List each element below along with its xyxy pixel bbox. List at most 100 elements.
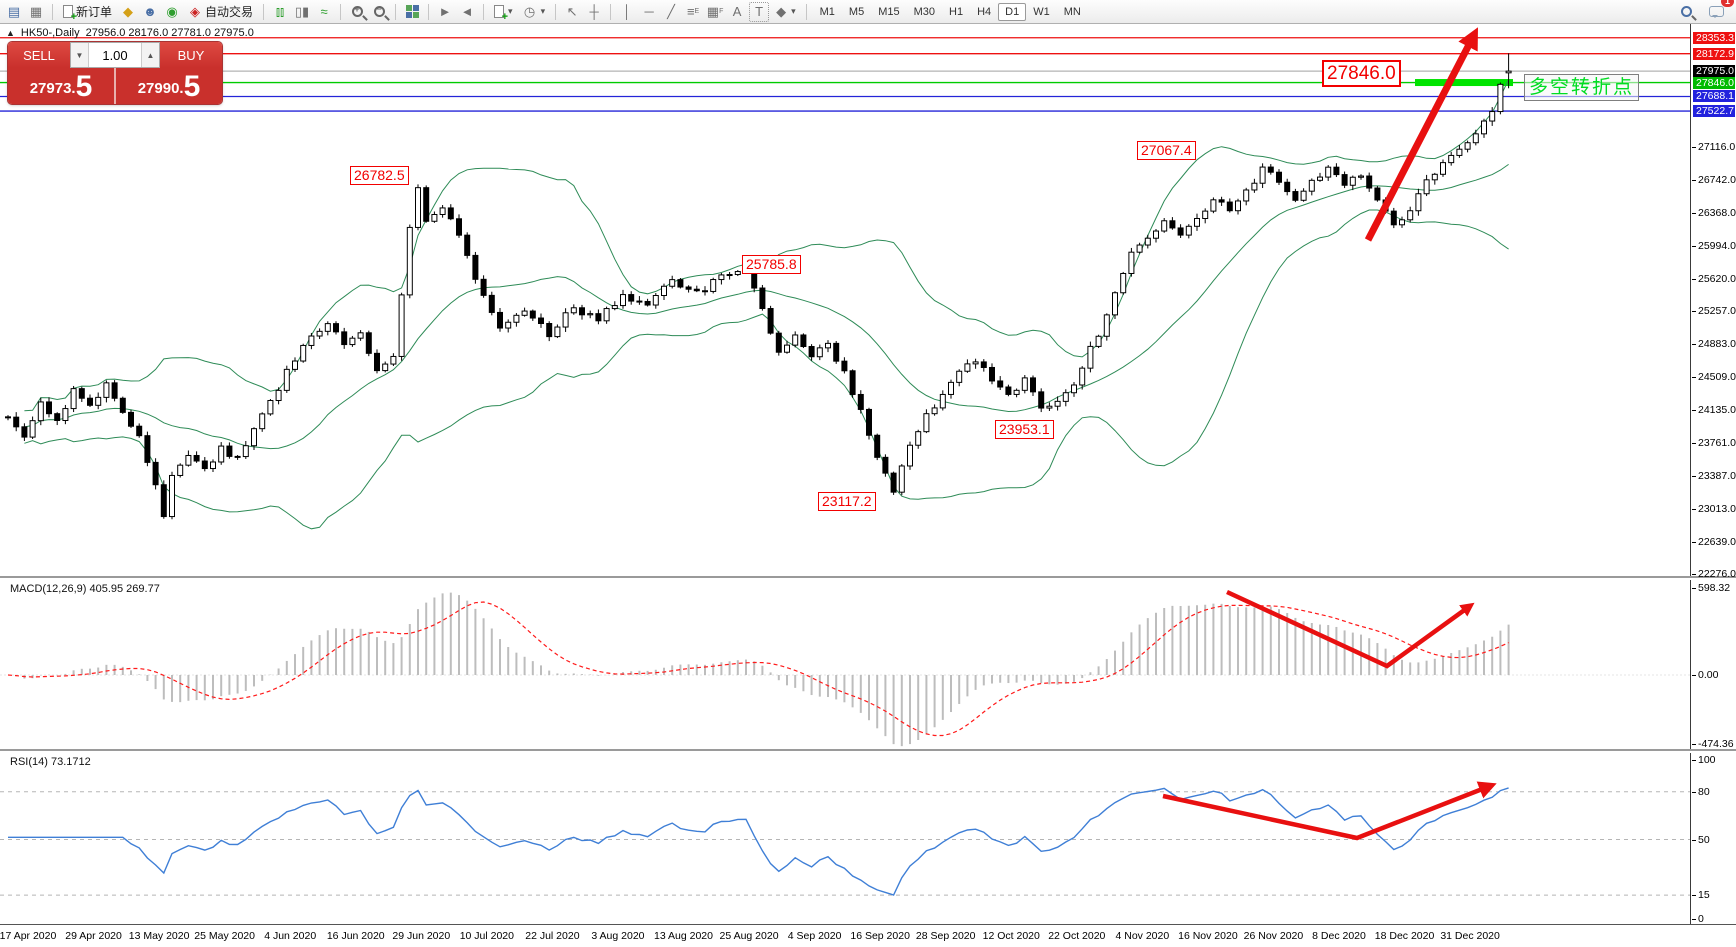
- date-label: 4 Jun 2020: [264, 930, 317, 942]
- new-order-icon: [63, 5, 77, 23]
- macd-canvas[interactable]: [0, 580, 1690, 751]
- shapes-icon: ◆: [776, 3, 787, 19]
- rsi-pane[interactable]: RSI(14) 73.1712 100 80 50 15 0: [0, 753, 1736, 925]
- rsi-line: [8, 787, 1509, 896]
- label-icon[interactable]: T: [749, 1, 770, 22]
- navigator-icon[interactable]: ▦: [29, 3, 43, 19]
- date-label: 29 Apr 2020: [65, 930, 122, 942]
- market-watch-icon[interactable]: ▤: [7, 3, 21, 19]
- profiles-icon: ◷: [523, 3, 536, 19]
- tile-windows-icon[interactable]: [402, 2, 422, 22]
- price-chart-canvas[interactable]: [0, 24, 1690, 578]
- new-chart-button[interactable]: ▾: [490, 2, 517, 23]
- volume-value[interactable]: 1.00: [102, 47, 128, 63]
- macd-pane[interactable]: MACD(12,26,9) 405.95 269.77 598.32 0.00 -4…: [0, 580, 1736, 751]
- timeframe-button-h4[interactable]: H4: [977, 5, 992, 18]
- timeframe-button-d1[interactable]: D1: [998, 2, 1027, 21]
- price-line-label: 27975.0: [1693, 65, 1735, 78]
- candles: [5, 53, 1512, 520]
- bollinger-lower-band: [24, 209, 1509, 530]
- notification-badge: 1: [1720, 0, 1734, 7]
- date-label: 13 Aug 2020: [654, 930, 713, 942]
- macd-histogram: [15, 592, 1510, 747]
- signal-icon[interactable]: ◉: [166, 3, 178, 19]
- timeframe-button-m5[interactable]: M5: [848, 5, 865, 18]
- terminal-icon[interactable]: ☻: [143, 4, 157, 19]
- auto-trading-icon: ◈: [190, 3, 201, 19]
- profiles-button[interactable]: ◷ ▾: [519, 2, 550, 22]
- timeframe-group: M1 M5 M15 M30 H1 H4 D1 W1 MN: [813, 2, 1088, 21]
- trend-arrow-main[interactable]: [1364, 27, 1478, 242]
- volume-increase-button[interactable]: ▲: [141, 43, 159, 67]
- main-chart-pane[interactable]: ▲ HK50-,Daily 27956.0 28176.0 27781.0 27…: [0, 24, 1736, 580]
- price-annotation-box[interactable]: 26782.5: [350, 166, 409, 185]
- price-annotation-box[interactable]: 23953.1: [995, 420, 1054, 439]
- price-tick: 22639.0: [1692, 536, 1736, 549]
- zoom-in-icon[interactable]: +: [347, 2, 367, 22]
- search-icon[interactable]: [1676, 2, 1696, 22]
- chart-shift-icon[interactable]: ◄: [460, 4, 474, 19]
- text-icon[interactable]: A: [732, 4, 742, 19]
- fibonacci-icon[interactable]: ≡ E: [686, 4, 700, 19]
- thick-support-segment[interactable]: [1415, 79, 1513, 87]
- turning-point-label[interactable]: 多空转折点: [1524, 74, 1640, 101]
- line-chart-icon[interactable]: ≈: [320, 4, 328, 19]
- crosshair-icon[interactable]: ┼: [589, 4, 599, 19]
- price-line-label: 28172.9: [1693, 47, 1735, 60]
- ohlc-values: 27956.0 28176.0 27781.0 27975.0: [85, 27, 254, 39]
- trendline-icon[interactable]: ╱: [667, 3, 675, 19]
- price-annotation-box[interactable]: 27067.4: [1137, 141, 1196, 160]
- volume-decrease-button[interactable]: ▼: [71, 43, 89, 67]
- price-line-label: 27846.0: [1693, 76, 1735, 89]
- trend-arrow-rsi[interactable]: [1162, 781, 1497, 841]
- chat-icon[interactable]: 1: [1706, 0, 1734, 22]
- vertical-line-icon[interactable]: │: [623, 4, 632, 19]
- separator: [428, 3, 430, 20]
- separator: [555, 3, 557, 20]
- auto-trading-button[interactable]: ◈ 自动交易: [184, 2, 257, 22]
- buy-button[interactable]: BUY: [160, 42, 222, 68]
- candlestick-chart-icon[interactable]: ▯▮: [294, 3, 310, 19]
- rsi-label: RSI(14) 73.1712: [10, 756, 91, 768]
- price-tick: 24135.0: [1692, 404, 1736, 417]
- timeframe-button-m15[interactable]: M15: [878, 5, 900, 18]
- new-order-button[interactable]: 新订单: [59, 2, 116, 23]
- shapes-button[interactable]: ◆ ▾: [771, 2, 800, 22]
- rsi-canvas[interactable]: [0, 753, 1690, 925]
- price-tick: 23761.0: [1692, 437, 1736, 450]
- separator: [805, 3, 807, 20]
- sell-price[interactable]: 27973. 5: [8, 68, 116, 104]
- main-price-axis[interactable]: 27116.0 26742.0 26368.0 25994.0 25620.0 25257…: [1690, 24, 1736, 580]
- price-line-label: 28353.3: [1693, 31, 1735, 44]
- price-tick: 24883.0: [1692, 338, 1736, 351]
- date-axis[interactable]: 17 Apr 2020 29 Apr 2020 13 May 2020 25 May …: [0, 925, 1736, 947]
- timeframe-button-mn[interactable]: MN: [1063, 5, 1081, 18]
- timeframe-button-h1[interactable]: H1: [949, 5, 964, 18]
- chart-header: ▲ HK50-,Daily 27956.0 28176.0 27781.0 27…: [6, 27, 254, 39]
- cursor-icon[interactable]: ↖: [566, 3, 578, 19]
- price-tick: 25620.0: [1692, 273, 1736, 286]
- bar-chart-icon[interactable]: ⫾⫾: [275, 3, 285, 19]
- history-center-icon[interactable]: ◆: [123, 3, 134, 19]
- price-annotation-box[interactable]: 27846.0: [1322, 60, 1401, 87]
- price-annotation-box[interactable]: 25785.8: [742, 255, 801, 274]
- price-annotation-box[interactable]: 23117.2: [818, 492, 876, 511]
- rsi-scale-tick: 15: [1692, 889, 1710, 902]
- grid-icon[interactable]: ▦ F: [706, 3, 724, 19]
- timeframe-button-w1[interactable]: W1: [1033, 5, 1050, 18]
- timeframe-button-m30[interactable]: M30: [913, 5, 935, 18]
- trend-arrow-macd[interactable]: [1226, 589, 1475, 669]
- date-label: 8 Dec 2020: [1312, 930, 1366, 942]
- sell-button[interactable]: SELL: [8, 42, 70, 68]
- macd-scale-tick: -474.36: [1692, 738, 1734, 750]
- zoom-out-icon[interactable]: −: [369, 2, 389, 22]
- auto-scroll-icon[interactable]: ►: [438, 4, 452, 19]
- date-label: 10 Jul 2020: [459, 930, 514, 942]
- timeframe-button-m1[interactable]: M1: [819, 5, 835, 18]
- price-tick: 23387.0: [1692, 470, 1736, 483]
- buy-price[interactable]: 27990. 5: [137, 70, 201, 103]
- horizontal-line-icon[interactable]: ─: [644, 4, 654, 19]
- date-label: 25 May 2020: [194, 930, 255, 942]
- price-tick: 27116.0: [1691, 140, 1736, 153]
